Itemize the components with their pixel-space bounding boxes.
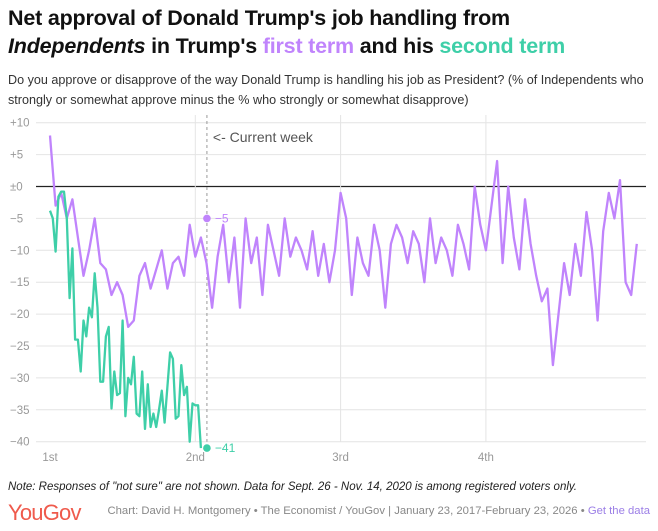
y-tick-label: −10	[10, 245, 30, 257]
y-tick-label: −30	[10, 373, 30, 385]
chart-subtitle: Do you approve or disapprove of the way …	[8, 73, 644, 107]
y-tick-label: ±0	[10, 182, 23, 194]
line-chart: +10 +5 ±0 −5 −10 −15 −20 −25 −30 −35 −40 1st 2nd 3rd 4…	[10, 115, 646, 464]
series-end-label: −41	[215, 441, 236, 455]
y-tick-label: −25	[10, 341, 30, 353]
title-italic: Independents	[8, 34, 146, 58]
footer: YouGov Chart: David H. Montgomery • The …	[8, 499, 650, 529]
y-tick-label: −40	[10, 437, 30, 449]
series-end-marker	[203, 214, 211, 223]
y-tick-label: +5	[10, 150, 23, 162]
series-end-label: −5	[215, 211, 229, 225]
current-week-label: <- Current week	[213, 129, 314, 145]
title-mid: in Trump's	[145, 34, 263, 58]
chart-note: Note: Responses of "not sure" are not sh…	[8, 481, 577, 493]
x-tick-label: 3rd	[332, 452, 349, 464]
y-tick-label: −15	[10, 277, 30, 289]
title-second-term: second term	[439, 34, 566, 58]
title-and: and his	[353, 34, 440, 58]
credit: Chart: David H. Montgomery • The Economi…	[90, 504, 650, 518]
x-tick-label: 2nd	[186, 452, 205, 464]
credit-text: Chart: David H. Montgomery • The Economi…	[107, 505, 588, 517]
x-tick-label: 4th	[478, 452, 494, 464]
title-line-1: Net approval of Donald Trump's job handl…	[8, 6, 510, 30]
yougov-logo: YouGov	[8, 500, 81, 525]
y-tick-label: −5	[10, 213, 23, 225]
series-end-marker	[203, 444, 211, 452]
x-tick-label: 1st	[42, 452, 58, 464]
y-tick-label: +10	[10, 118, 30, 130]
y-tick-label: −35	[10, 405, 30, 417]
series-line-first-term	[48, 135, 638, 367]
get-data-link[interactable]: Get the data	[587, 505, 650, 517]
y-tick-label: −20	[10, 309, 30, 321]
chart-title: Net approval of Donald Trump's job handl…	[8, 4, 565, 60]
title-first-term: first term	[262, 34, 354, 58]
title-line-2: Independents in Trump's first term and h…	[8, 32, 565, 60]
series-line-second-term	[48, 190, 203, 449]
